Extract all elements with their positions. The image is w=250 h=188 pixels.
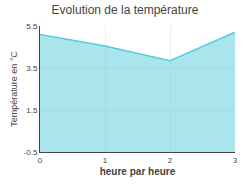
- svg-text:Température en °C: Température en °C: [9, 51, 19, 127]
- svg-text:-0.5: -0.5: [24, 148, 38, 157]
- svg-text:2: 2: [168, 156, 173, 165]
- svg-text:1: 1: [103, 156, 108, 165]
- svg-text:heure par heure: heure par heure: [100, 166, 176, 177]
- svg-text:5.5: 5.5: [26, 22, 38, 31]
- svg-text:3: 3: [233, 156, 238, 165]
- svg-text:3.5: 3.5: [26, 64, 38, 73]
- svg-text:0: 0: [38, 156, 43, 165]
- svg-text:1.5: 1.5: [26, 106, 38, 115]
- svg-text:Evolution de la température: Evolution de la température: [52, 3, 199, 17]
